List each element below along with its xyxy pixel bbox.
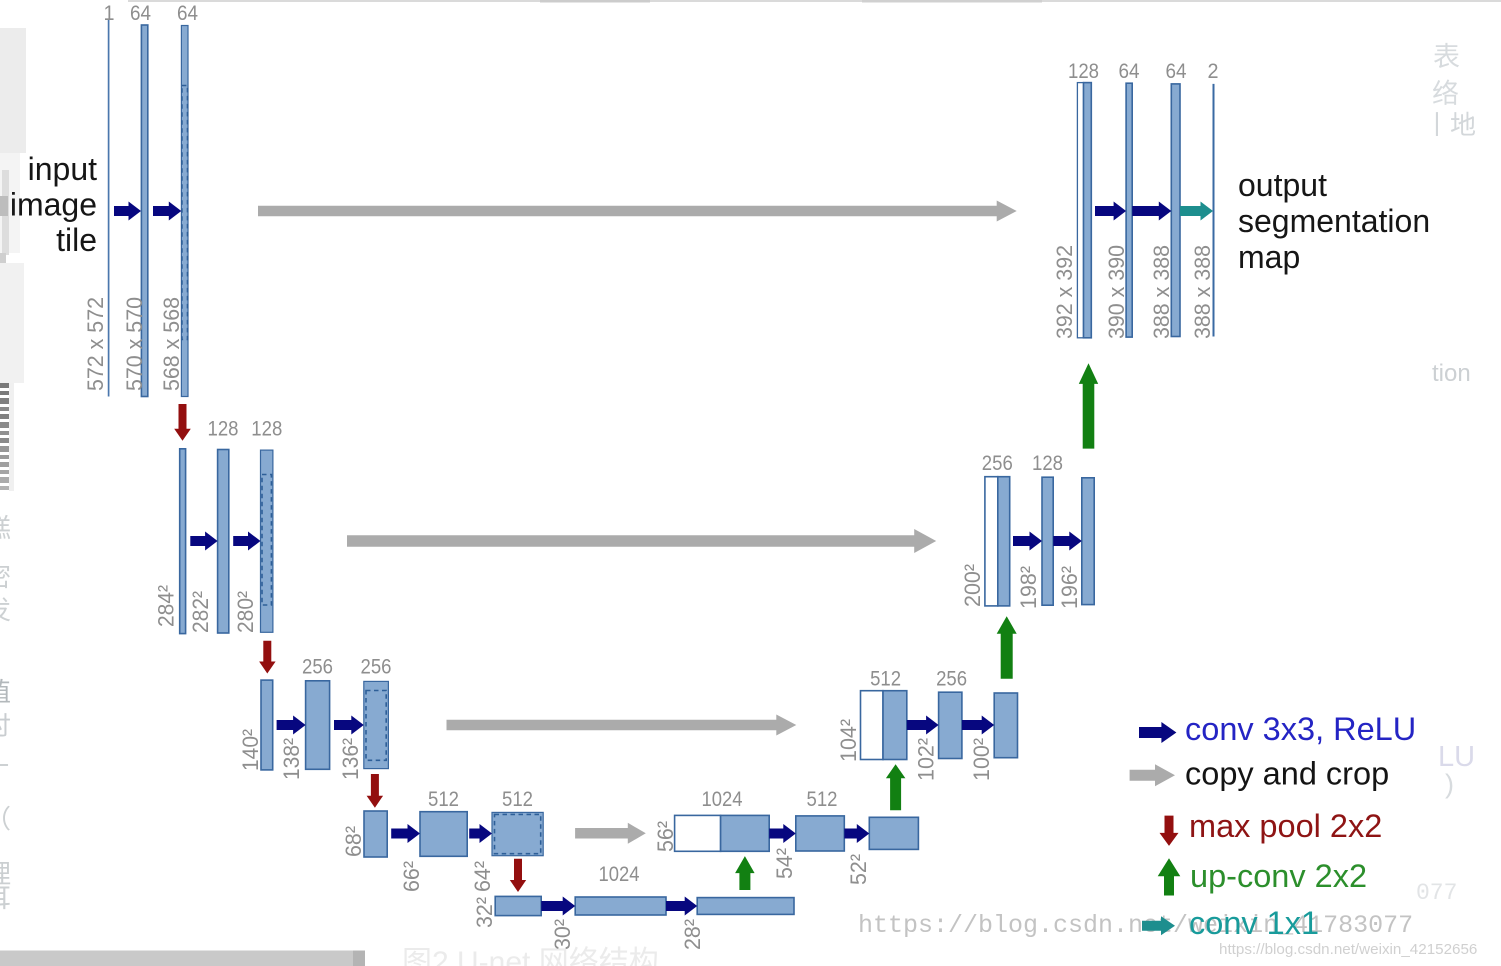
svg-text:一: 一	[0, 753, 9, 780]
svg-text:68²: 68²	[341, 826, 366, 857]
svg-text:138²: 138²	[279, 738, 304, 780]
svg-text:络: 络	[1432, 79, 1459, 109]
svg-text:256: 256	[361, 656, 392, 679]
svg-text:256: 256	[982, 452, 1013, 475]
svg-text:390 x 390: 390 x 390	[1104, 245, 1129, 339]
svg-text:512: 512	[807, 788, 838, 811]
svg-text:388 x 388: 388 x 388	[1149, 245, 1174, 339]
svg-text:56²: 56²	[653, 821, 678, 852]
svg-text:https://blog.csdn.net/weixin_4: https://blog.csdn.net/weixin_42152656	[1219, 941, 1477, 958]
svg-text:64: 64	[177, 2, 198, 25]
svg-text:128: 128	[1032, 452, 1063, 475]
svg-text:28²: 28²	[680, 919, 705, 950]
svg-text:100²: 100²	[969, 738, 994, 781]
svg-text:64²: 64²	[470, 861, 495, 892]
svg-text:512: 512	[502, 788, 533, 811]
svg-text:1024: 1024	[702, 788, 743, 811]
svg-text:up-conv 2x2: up-conv 2x2	[1190, 858, 1367, 894]
svg-text:map: map	[1238, 239, 1300, 275]
svg-text:104²: 104²	[836, 719, 861, 762]
svg-text:128: 128	[208, 418, 239, 441]
svg-text:64: 64	[130, 2, 151, 25]
svg-text:284²: 284²	[154, 585, 179, 627]
svg-text:140²: 140²	[238, 729, 263, 771]
svg-text:198²: 198²	[1016, 566, 1041, 609]
svg-text:丨地: 丨地	[1424, 110, 1476, 140]
svg-text:（: （	[0, 804, 11, 834]
svg-text:1024: 1024	[599, 863, 640, 886]
svg-text:copy and crop: copy and crop	[1185, 755, 1389, 791]
svg-text:30²: 30²	[550, 919, 575, 950]
svg-text:570 x 570: 570 x 570	[122, 297, 147, 391]
svg-text:密: 密	[0, 562, 11, 592]
svg-text:388 x 388: 388 x 388	[1190, 245, 1215, 339]
svg-text:input: input	[28, 151, 98, 187]
svg-text:发: 发	[0, 595, 11, 625]
svg-text:102²: 102²	[914, 738, 939, 781]
svg-text:2: 2	[1208, 60, 1219, 83]
svg-text:196²: 196²	[1057, 566, 1082, 609]
svg-text:280²: 280²	[233, 591, 258, 633]
svg-text:64: 64	[1119, 60, 1140, 83]
svg-text:392 x 392: 392 x 392	[1052, 245, 1077, 339]
svg-text:512: 512	[428, 788, 459, 811]
svg-text:32²: 32²	[472, 897, 497, 928]
svg-text:值: 值	[0, 677, 11, 707]
svg-text:128: 128	[1068, 60, 1099, 83]
svg-text:image: image	[10, 187, 97, 223]
svg-text:conv 1x1: conv 1x1	[1189, 905, 1319, 941]
svg-text:): )	[1445, 769, 1454, 799]
svg-text:糕: 糕	[0, 513, 11, 543]
svg-text:54²: 54²	[772, 848, 797, 879]
svg-text:572 x 572: 572 x 572	[83, 297, 108, 391]
svg-text:https://blog.csdn.net/weixin_4: https://blog.csdn.net/weixin_41783077	[858, 911, 1413, 940]
svg-text:1: 1	[104, 2, 115, 25]
svg-text:52²: 52²	[846, 854, 871, 885]
svg-text:077: 077	[1416, 880, 1457, 906]
svg-text:讨: 讨	[0, 711, 11, 741]
svg-text:568 x 568: 568 x 568	[159, 297, 184, 391]
svg-text:output: output	[1238, 167, 1327, 203]
svg-text:128: 128	[251, 418, 282, 441]
svg-text:理: 理	[0, 859, 11, 889]
svg-text:表: 表	[1433, 42, 1460, 72]
svg-text:tion: tion	[1432, 360, 1471, 387]
svg-text:512: 512	[870, 668, 901, 691]
svg-text:耳: 耳	[0, 883, 11, 913]
svg-text:200²: 200²	[960, 564, 985, 607]
svg-text:conv 3x3, ReLU: conv 3x3, ReLU	[1185, 711, 1416, 747]
svg-text:64: 64	[1166, 60, 1187, 83]
svg-text:LU: LU	[1438, 741, 1475, 773]
svg-text:282²: 282²	[188, 591, 213, 633]
svg-text:256: 256	[302, 656, 333, 679]
svg-text:136²: 136²	[338, 738, 363, 780]
svg-text:segmentation: segmentation	[1238, 203, 1430, 239]
svg-text:66²: 66²	[399, 861, 424, 892]
svg-text:max pool 2x2: max pool 2x2	[1189, 808, 1382, 844]
svg-text:图2 U-net 网络结构: 图2 U-net 网络结构	[402, 946, 659, 966]
svg-text:tile: tile	[56, 222, 97, 258]
svg-text:256: 256	[936, 668, 967, 691]
